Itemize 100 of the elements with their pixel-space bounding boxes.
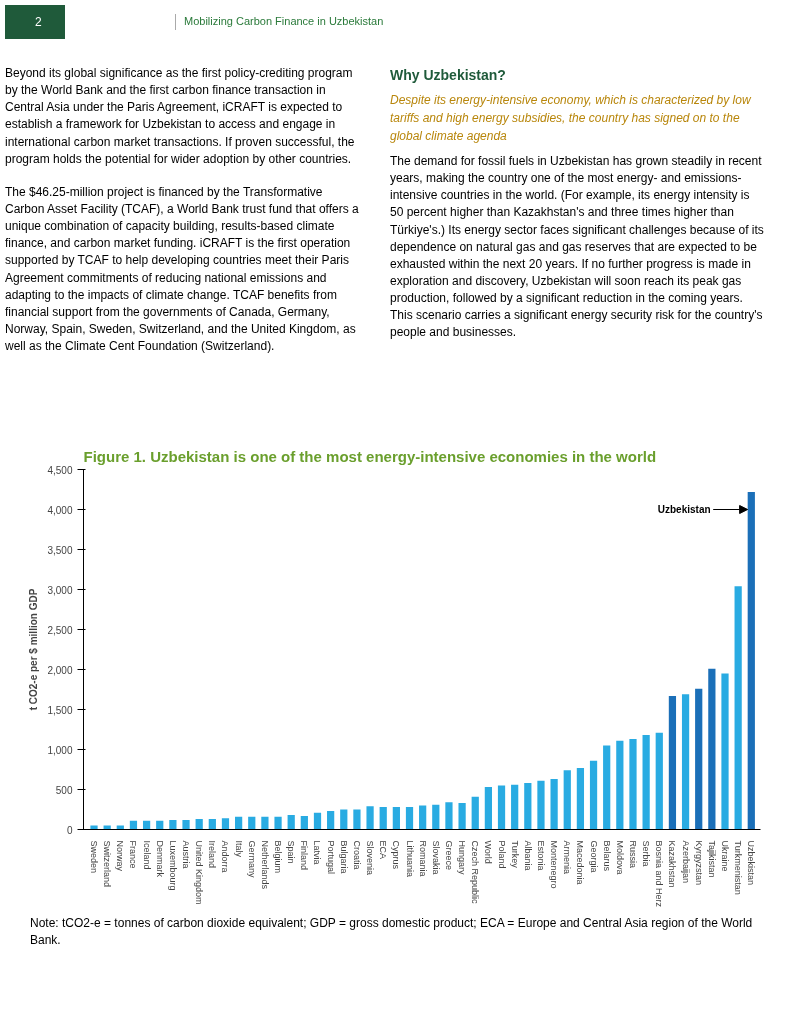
- bar: [379, 807, 387, 830]
- bar: [603, 745, 611, 830]
- x-tick-label: Slovakia: [430, 840, 441, 875]
- x-tick-label: Uzbekistan: [746, 840, 757, 886]
- x-tick-label: Ireland: [207, 840, 218, 869]
- x-tick-label: United Kingdom: [194, 840, 205, 905]
- text: The demand for fossil fuels in Uzbekistan has grown steadily in recent years, making the country one of the most energy- and emissions-intensive countries in the world. (For example, its energy intensity is 50 percent higher than Kazakhstan's and three times higher than Türkiye's.) Its energy sector faces significant challenges because of its dependence on natural gas and gas reserves that are expected to be exhausted within the next 20 years. If no further progress is made in exploration and discovery, Uzbekistan will soon reach its peak gas production, followed by a significant reduction in the coming years. This scenario carries a significant energy security risk for the country's people and businesses.: [390, 154, 764, 340]
- bar: [221, 818, 230, 830]
- x-tick-label: Bulgaria: [338, 840, 349, 874]
- x-tick-label: Hungary: [457, 840, 468, 876]
- x-tick-label: Kyrgyzstan: [693, 840, 704, 886]
- x-tick-label: Finland: [299, 840, 310, 871]
- x-tick-label: Moldova: [614, 840, 625, 875]
- x-tick-label: Turkmenistan: [733, 840, 744, 895]
- bar: [248, 816, 256, 830]
- x-tick-label: Italy: [233, 840, 244, 858]
- y-tick-label: 2,000: [47, 664, 73, 676]
- bar: [747, 491, 755, 830]
- y-axis-title: t CO2-e per $ million GDP: [28, 588, 40, 711]
- x-tick-label: Serbia: [641, 840, 652, 867]
- text: Why Uzbekistan?: [390, 66, 507, 85]
- bar: [668, 695, 677, 830]
- bar: [550, 779, 558, 830]
- x-tick-label: Iceland: [141, 840, 152, 870]
- x-tick-label: Slovenia: [365, 840, 376, 876]
- bar: [340, 809, 348, 830]
- y-tick-label: 2,500: [47, 624, 73, 636]
- x-tick-label: Kazakhstan: [667, 840, 678, 888]
- bar: [497, 785, 506, 830]
- chart-title: Figure 1. Uzbekistan is one of the most energy-intensive economies in the world: [83, 447, 657, 465]
- bar: [524, 783, 532, 830]
- x-tick-label: Norway: [115, 840, 126, 872]
- bar: [642, 735, 650, 830]
- bar: [708, 668, 716, 830]
- x-tick-label: Georgia: [588, 840, 599, 873]
- x-tick-label: Macedonia: [575, 840, 586, 885]
- x-tick-label: Belarus: [601, 840, 612, 872]
- bar: [392, 807, 400, 830]
- bar: [208, 819, 216, 830]
- x-tick-label: Denmark: [154, 840, 165, 878]
- bar: [695, 688, 703, 830]
- bar: [235, 816, 243, 830]
- bar: [721, 673, 729, 830]
- x-tick-label: Germany: [246, 840, 257, 879]
- bar: [458, 803, 466, 830]
- x-tick-label: Albania: [522, 840, 533, 871]
- x-tick-label: Lithuania: [404, 840, 415, 878]
- y-tick-label: 0: [66, 824, 73, 836]
- x-tick-label: Spain: [286, 840, 297, 864]
- bar: [287, 815, 295, 830]
- text: Beyond its global significance as the first policy-crediting program by the World Bank and the first carbon finance transaction in Central Asia under the Paris Agreement, iCRAFT is expected to establish a framework for Uzbekistan to access and engage in international carbon market transactions. If proven successful, the program holds the potential for wider adoption by other countries.: [5, 65, 356, 168]
- x-tick-label: Luxembourg: [167, 840, 178, 891]
- bar: [313, 812, 322, 830]
- x-tick-label: ECA: [378, 840, 389, 860]
- x-tick-label: Croatia: [351, 840, 362, 870]
- bar: [629, 739, 637, 830]
- bar: [353, 809, 361, 830]
- x-tick-label: Romania: [417, 840, 428, 877]
- y-tick-label: 1,000: [47, 744, 73, 756]
- x-tick-label: Cyprus: [391, 840, 402, 870]
- bar: [563, 770, 571, 830]
- x-tick-label: Latvia: [312, 840, 323, 865]
- x-tick-label: Belgium: [273, 840, 284, 874]
- x-tick-label: Bosnia and Herz: [654, 840, 665, 908]
- x-tick-label: Montenegro: [549, 840, 560, 889]
- bar: [419, 805, 427, 830]
- bar: [366, 806, 374, 830]
- bar: [484, 787, 492, 830]
- text: Mobilizing Carbon Finance in Uzbekistan: [175, 14, 384, 30]
- x-tick-label: Turkey: [509, 840, 520, 869]
- bar: [432, 804, 440, 830]
- text: The $46.25-million project is financed by the Transformative Carbon Asset Facility (TCAF), a World Bank trust fund that offers a unique combination of capacity building, results-based climate finance, and carbon market funding. iCRAFT is the first operation supported by TCAF to help developing countries meet their Paris Agreement commitments of reducing national emissions and adapting to the impacts of climate change. TCAF benefits from financial support from the governments of Canada, Germany, Norway, Spain, Sweden, Switzerland, and the United Kingdom, as well as the Climate Cent Foundation (Switzerland).: [5, 184, 359, 354]
- bar: [274, 816, 282, 830]
- bar: [195, 819, 203, 830]
- bar: [405, 807, 414, 830]
- x-tick-label: France: [128, 840, 139, 869]
- bar: [261, 816, 269, 830]
- x-tick-label: Greece: [443, 840, 454, 871]
- bar: [616, 740, 624, 830]
- text: Despite its energy-intensive economy, which is characterized by low tariffs and high energy subsidies, the country has signed on to the global climate agenda: [390, 92, 752, 145]
- x-tick-label: Sweden: [89, 840, 100, 874]
- x-tick-label: Switzerland: [102, 840, 113, 888]
- y-tick-label: 500: [55, 784, 73, 796]
- bar: [327, 811, 335, 830]
- text: Note: tCO2-e = tonnes of carbon dioxide equivalent; GDP = gross domestic product; ECA = Europe and Central Asia region of the World Bank.: [30, 915, 754, 950]
- bar: [589, 760, 598, 830]
- x-tick-label: World: [483, 840, 494, 864]
- x-tick-label: Poland: [496, 840, 507, 869]
- bar: [445, 802, 453, 830]
- y-tick-label: 3,500: [47, 544, 73, 556]
- x-tick-label: Russia: [627, 840, 638, 869]
- x-tick-label: Tajikistan: [706, 840, 717, 878]
- x-tick-label: Portugal: [325, 840, 336, 875]
- text: 2: [5, 5, 65, 39]
- x-tick-label: Czech Republic: [470, 840, 481, 905]
- bar: [655, 732, 663, 830]
- x-tick-label: Ukraine: [720, 840, 731, 872]
- bar: [537, 780, 545, 830]
- bar: [169, 819, 177, 830]
- bar: [734, 586, 742, 830]
